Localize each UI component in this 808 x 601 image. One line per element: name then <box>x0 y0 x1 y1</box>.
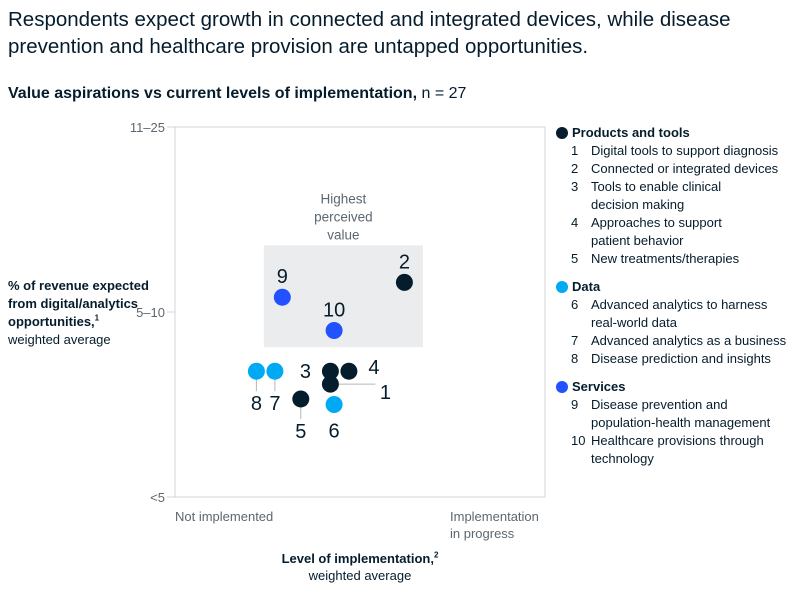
legend-item: 9 Disease prevention and population-health… <box>571 397 771 430</box>
x-tick-label: Not implemented <box>175 509 273 524</box>
legend-item: 8 Disease prediction and insights <box>571 351 771 366</box>
data-point-8 <box>247 362 265 380</box>
data-point-label-4: 4 <box>368 357 379 379</box>
chart-subtitle: Value aspirations vs current levels of i… <box>8 84 466 104</box>
highlight-region-label: value <box>327 227 359 242</box>
y-tick-label: 11–25 <box>130 120 165 135</box>
legend-item: 10 Healthcare provisions through technolog… <box>571 433 764 466</box>
data-point-4 <box>340 362 358 380</box>
highlight-region-label: Highest <box>320 191 366 206</box>
legend: Products and tools 1 Digital tools to supp… <box>556 124 806 468</box>
legend-swatch <box>556 281 568 293</box>
y-axis-label-bold: % of revenue expected from digital/analy… <box>8 278 149 329</box>
data-point-label-9: 9 <box>277 266 288 288</box>
y-axis-label: % of revenue expected from digital/analy… <box>8 277 168 349</box>
data-point-5 <box>292 390 310 408</box>
y-tick-label: <5 <box>150 490 165 505</box>
chart-title: Respondents expect growth in connected a… <box>8 8 731 58</box>
data-point-label-10: 10 <box>323 300 345 322</box>
data-point-label-7: 7 <box>269 393 280 415</box>
data-point-label-1: 1 <box>380 382 391 404</box>
data-point-2 <box>395 273 413 291</box>
x-axis-label-sub: weighted average <box>308 568 412 583</box>
footnote-2: 2 <box>433 550 439 560</box>
subtitle-sample-size: n = 27 <box>417 85 467 102</box>
legend-item: 1 Digital tools to support diagnosis <box>571 143 779 158</box>
data-point-7 <box>266 362 284 380</box>
data-point-9 <box>273 288 291 306</box>
legend-item: 2 Connected or integrated devices <box>571 161 779 176</box>
legend-item: 4 Approaches to support patient behavior <box>571 215 722 248</box>
data-point-label-6: 6 <box>329 421 340 443</box>
legend-item: 5 New treatments/therapies <box>571 251 740 266</box>
data-point-3 <box>321 362 339 380</box>
legend-group-heading: Products and tools <box>556 124 806 142</box>
x-tick-label: in progress <box>450 526 515 541</box>
legend-swatch <box>556 381 568 393</box>
y-axis-label-sub: weighted average <box>8 332 111 347</box>
legend-group-heading: Data <box>556 278 806 296</box>
legend-item: 3 Tools to enable clinical decision making <box>571 179 722 212</box>
x-axis-label-bold: Level of implementation,2 <box>281 550 439 566</box>
legend-item: 7 Advanced analytics as a business <box>571 333 787 348</box>
x-tick-label: Implementation <box>450 509 539 524</box>
data-point-label-5: 5 <box>295 421 306 443</box>
data-point-1 <box>321 375 339 393</box>
data-point-10 <box>325 322 343 339</box>
legend-swatch <box>556 127 568 139</box>
y-tick-label: 5–10 <box>136 305 165 320</box>
data-point-label-8: 8 <box>251 393 262 415</box>
data-point-label-3: 3 <box>300 361 311 383</box>
legend-item: 6 Advanced analytics to harness real-world… <box>571 297 768 330</box>
subtitle-bold: Value aspirations vs current levels of i… <box>8 85 418 102</box>
legend-group-heading: Services <box>556 378 806 396</box>
data-point-6 <box>325 396 343 413</box>
x-axis-label: Level of implementation,2 weighted avera… <box>230 550 490 584</box>
highlight-region-label: perceived <box>314 209 373 224</box>
footnote-1: 1 <box>94 313 100 323</box>
data-point-label-2: 2 <box>399 251 410 273</box>
